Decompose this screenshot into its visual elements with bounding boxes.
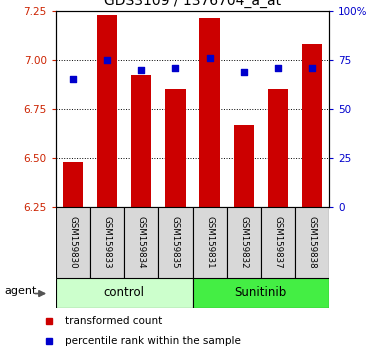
Bar	[56, 278, 192, 308]
Point	[104, 57, 110, 63]
Point	[172, 65, 179, 70]
Bar	[261, 207, 295, 278]
Text: GSM159830: GSM159830	[69, 216, 77, 269]
Bar	[56, 207, 90, 278]
Bar	[295, 207, 329, 278]
Text: agent: agent	[5, 286, 37, 296]
Bar	[158, 207, 192, 278]
Title: GDS3109 / 1376704_a_at: GDS3109 / 1376704_a_at	[104, 0, 281, 8]
Text: GSM159837: GSM159837	[273, 216, 283, 269]
Bar	[199, 18, 220, 207]
Bar	[131, 75, 152, 207]
Point	[309, 65, 315, 70]
Text: GSM159835: GSM159835	[171, 216, 180, 269]
Bar	[90, 207, 124, 278]
Point	[241, 69, 247, 74]
Bar	[63, 162, 83, 207]
Text: percentile rank within the sample: percentile rank within the sample	[65, 336, 241, 346]
Text: GSM159831: GSM159831	[205, 216, 214, 269]
Bar	[233, 125, 254, 207]
Bar	[165, 89, 186, 207]
Bar	[227, 207, 261, 278]
Bar	[268, 89, 288, 207]
Bar	[302, 44, 322, 207]
Bar	[192, 207, 227, 278]
Text: transformed count: transformed count	[65, 316, 162, 326]
Text: GSM159838: GSM159838	[308, 216, 316, 269]
Point	[275, 65, 281, 70]
Bar	[192, 278, 329, 308]
Bar	[124, 207, 158, 278]
Text: GSM159833: GSM159833	[102, 216, 112, 269]
Point	[70, 76, 76, 82]
Bar	[97, 15, 117, 207]
Text: GSM159832: GSM159832	[239, 216, 248, 269]
Point	[206, 55, 213, 61]
Text: control: control	[104, 286, 145, 299]
Point	[138, 67, 144, 73]
Text: GSM159834: GSM159834	[137, 216, 146, 269]
Text: Sunitinib: Sunitinib	[235, 286, 287, 299]
